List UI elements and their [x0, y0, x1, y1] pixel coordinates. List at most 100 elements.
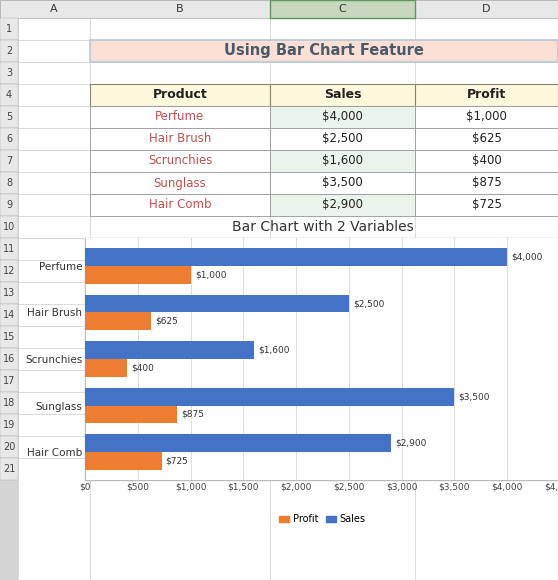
Text: 3: 3 [6, 68, 12, 78]
Bar [90, 106, 270, 128]
Text: $875: $875 [181, 410, 205, 419]
Text: $2,500: $2,500 [353, 299, 384, 308]
Bar [85, 388, 454, 405]
Bar [270, 106, 415, 128]
Text: 11: 11 [3, 244, 15, 254]
Bar [415, 150, 558, 172]
Text: Hair Comb: Hair Comb [149, 198, 211, 212]
Text: B: B [176, 4, 184, 14]
Bar [85, 405, 177, 423]
Text: Sunglass: Sunglass [153, 176, 206, 190]
Text: 4: 4 [6, 90, 12, 100]
Text: $625: $625 [472, 132, 502, 146]
Bar [0, 128, 18, 150]
Text: Hair Brush: Hair Brush [149, 132, 211, 146]
Bar [415, 106, 558, 128]
Bar [0, 282, 18, 304]
Text: 9: 9 [6, 200, 12, 210]
Bar [85, 295, 349, 313]
Text: Perfume: Perfume [155, 111, 205, 124]
Bar [85, 313, 151, 330]
Text: C: C [339, 4, 347, 14]
Text: $1,000: $1,000 [466, 111, 507, 124]
Bar [0, 238, 18, 260]
Bar [0, 392, 18, 414]
Bar [0, 304, 18, 326]
Bar [90, 40, 558, 62]
Text: 7: 7 [6, 156, 12, 166]
Bar [90, 84, 270, 106]
Bar [0, 172, 18, 194]
Text: 21: 21 [3, 464, 15, 474]
Text: $725: $725 [472, 198, 502, 212]
Bar [0, 348, 18, 370]
Text: 5: 5 [6, 112, 12, 122]
Text: $2,900: $2,900 [395, 438, 427, 448]
Bar [0, 370, 18, 392]
Bar [0, 106, 18, 128]
Text: 13: 13 [3, 288, 15, 298]
Text: Sales: Sales [324, 89, 361, 101]
Bar [85, 359, 127, 376]
Text: $400: $400 [132, 363, 155, 372]
Text: $625: $625 [155, 317, 178, 326]
Text: $1,600: $1,600 [258, 346, 290, 354]
Bar [0, 150, 18, 172]
Text: Using Bar Chart Feature: Using Bar Chart Feature [224, 44, 424, 59]
Text: 16: 16 [3, 354, 15, 364]
Bar [90, 194, 270, 216]
Text: 8: 8 [6, 178, 12, 188]
Text: 15: 15 [3, 332, 15, 342]
Text: 10: 10 [3, 222, 15, 232]
Bar [415, 194, 558, 216]
Legend: Profit, Sales: Profit, Sales [275, 510, 369, 528]
Bar [0, 326, 18, 348]
Bar [415, 128, 558, 150]
Bar [0, 260, 18, 282]
Bar [85, 238, 558, 480]
Bar [0, 194, 18, 216]
Bar [0, 84, 18, 106]
Bar [270, 0, 415, 18]
Text: $4,000: $4,000 [322, 111, 363, 124]
Bar [0, 216, 18, 238]
Text: $2,900: $2,900 [322, 198, 363, 212]
Text: 6: 6 [6, 134, 12, 144]
Text: 14: 14 [3, 310, 15, 320]
Bar [270, 128, 415, 150]
Bar [270, 194, 415, 216]
Bar [0, 0, 558, 18]
Text: Product: Product [153, 89, 208, 101]
Text: D: D [482, 4, 490, 14]
Title: Bar Chart with 2 Variables: Bar Chart with 2 Variables [232, 220, 413, 234]
Bar [0, 18, 18, 40]
Text: $2,500: $2,500 [322, 132, 363, 146]
Text: 18: 18 [3, 398, 15, 408]
Bar [85, 434, 391, 452]
Bar [85, 266, 190, 284]
Bar [415, 84, 558, 106]
Bar [0, 62, 18, 84]
Text: $875: $875 [472, 176, 502, 190]
Bar [0, 458, 18, 480]
Bar [90, 172, 270, 194]
Bar [85, 341, 254, 359]
Text: 19: 19 [3, 420, 15, 430]
Text: Scrunchies: Scrunchies [148, 154, 212, 168]
Bar [0, 436, 18, 458]
Text: $4,000: $4,000 [512, 252, 543, 262]
Text: 20: 20 [3, 442, 15, 452]
Text: A: A [50, 4, 58, 14]
Text: $3,500: $3,500 [322, 176, 363, 190]
Bar [270, 84, 415, 106]
Text: Profit: Profit [467, 89, 506, 101]
Text: 17: 17 [3, 376, 15, 386]
Text: 12: 12 [3, 266, 15, 276]
Text: 1: 1 [6, 24, 12, 34]
Text: 2: 2 [6, 46, 12, 56]
Text: $3,500: $3,500 [459, 392, 490, 401]
Bar [270, 172, 415, 194]
Bar [85, 248, 507, 266]
Text: $1,000: $1,000 [195, 270, 227, 279]
Bar [85, 452, 161, 470]
